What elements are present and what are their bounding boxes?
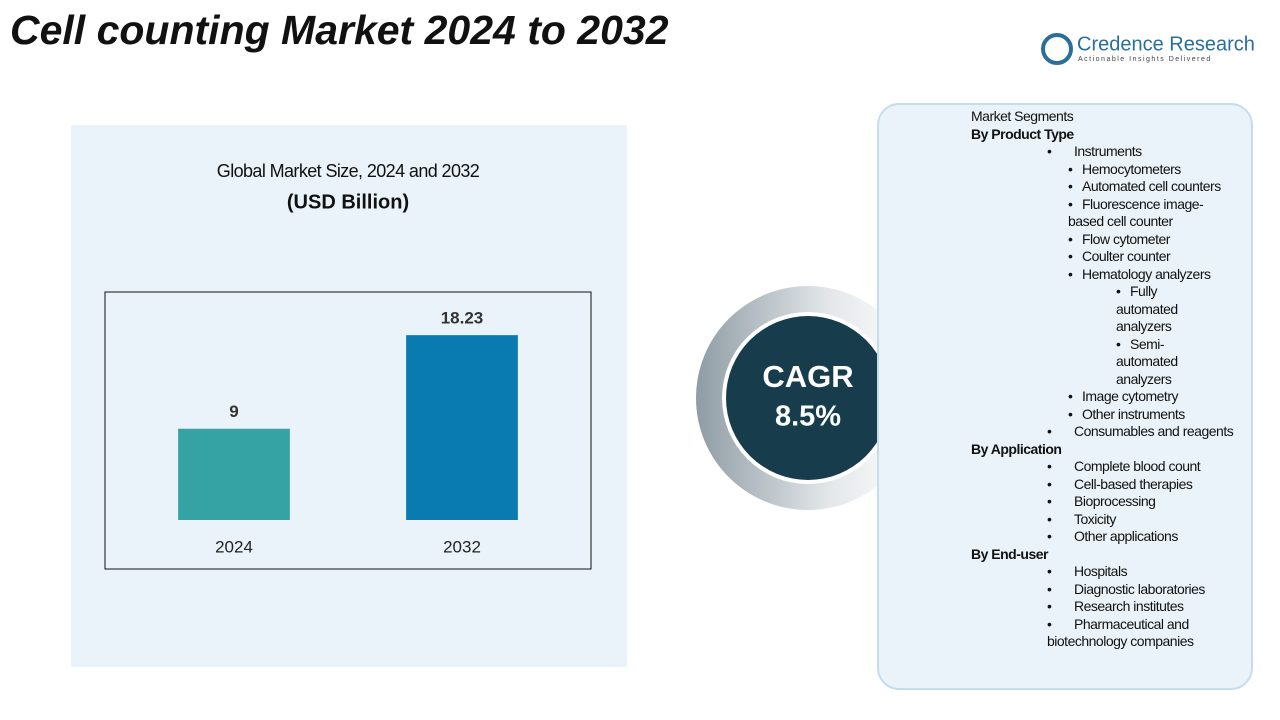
chart-frame: [104, 291, 592, 570]
segments-heading: Market Segments: [971, 108, 1074, 124]
segment-group: By Application: [971, 440, 1062, 457]
logo-name: Credence Research: [1077, 33, 1255, 55]
segment-item: Cell-based therapies: [1047, 476, 1257, 494]
segment-item: Other instruments: [1068, 406, 1238, 424]
segment-item: Toxicity: [1047, 511, 1257, 529]
segment-item: Other applications: [1047, 528, 1257, 546]
value-label: 18.23: [441, 309, 484, 328]
segment-text: Automated cell counters: [1068, 178, 1238, 196]
chart-subtitle: (USD Billion): [287, 191, 409, 213]
x-tick-label: 2024: [215, 537, 253, 556]
segment-text: Complete blood count: [1047, 458, 1257, 476]
segment-text: Flow cytometer: [1068, 231, 1238, 249]
segment-text: Research institutes: [1047, 598, 1257, 616]
segment-item: Complete blood count: [1047, 458, 1257, 476]
segment-item: InstrumentsHemocytometersAutomated cell …: [1047, 143, 1257, 423]
cagr-label: CAGR: [762, 359, 853, 394]
chart-title: Global Market Size, 2024 and 2032: [217, 161, 480, 181]
segments-list: Market Segments By Product TypeInstrumen…: [971, 108, 1261, 651]
bar: [178, 428, 290, 520]
cagr-value: 8.5%: [775, 401, 841, 433]
segment-item: Hemocytometers: [1068, 161, 1238, 179]
segment-text: Hematology analyzers: [1068, 266, 1238, 284]
segment-item: Fully automated analyzers: [1116, 283, 1204, 336]
segment-text: Fully automated analyzers: [1116, 283, 1204, 336]
segment-item: Coulter counter: [1068, 248, 1238, 266]
cagr-circle: [726, 316, 890, 480]
segment-item: Bioprocessing: [1047, 493, 1257, 511]
segment-text: Instruments: [1047, 143, 1257, 161]
segment-text: Bioprocessing: [1047, 493, 1257, 511]
segment-item: Fluorescence image-based cell counter: [1068, 196, 1238, 231]
segment-item: Research institutes: [1047, 598, 1257, 616]
segment-item: Pharmaceutical and biotechnology compani…: [1047, 616, 1257, 651]
segment-text: Hemocytometers: [1068, 161, 1238, 179]
logo-icon: [1041, 33, 1073, 65]
segment-item: Hospitals: [1047, 563, 1257, 581]
chart-panel: [71, 125, 627, 667]
segment-text: Hospitals: [1047, 563, 1257, 581]
segment-text: Cell-based therapies: [1047, 476, 1257, 494]
segment-group: By End-user: [971, 545, 1048, 562]
segment-item: Automated cell counters: [1068, 178, 1238, 196]
logo-tagline: Actionable Insights Delivered: [1078, 56, 1212, 63]
segment-text: Pharmaceutical and biotechnology compani…: [1047, 616, 1257, 651]
segment-text: Other applications: [1047, 528, 1257, 546]
segment-text: Coulter counter: [1068, 248, 1238, 266]
segment-item: Hematology analyzersFully automated anal…: [1068, 266, 1238, 389]
segment-item: Consumables and reagents: [1047, 423, 1257, 441]
segment-text: Semi-automated analyzers: [1116, 336, 1204, 389]
page-title: Cell counting Market 2024 to 2032: [10, 7, 669, 53]
segment-item: Image cytometry: [1068, 388, 1238, 406]
segment-text: Image cytometry: [1068, 388, 1238, 406]
segment-text: Fluorescence image-based cell counter: [1068, 196, 1238, 231]
segment-item: Diagnostic laboratories: [1047, 581, 1257, 599]
segment-item: Semi-automated analyzers: [1116, 336, 1204, 389]
bar: [406, 335, 518, 520]
segment-text: Other instruments: [1068, 406, 1238, 424]
segment-text: Diagnostic laboratories: [1047, 581, 1257, 599]
x-tick-label: 2032: [443, 537, 481, 556]
segment-item: Flow cytometer: [1068, 231, 1238, 249]
segment-text: Consumables and reagents: [1047, 423, 1257, 441]
segment-group: By Product Type: [971, 125, 1074, 142]
segment-text: Toxicity: [1047, 511, 1257, 529]
value-label: 9: [229, 402, 238, 421]
